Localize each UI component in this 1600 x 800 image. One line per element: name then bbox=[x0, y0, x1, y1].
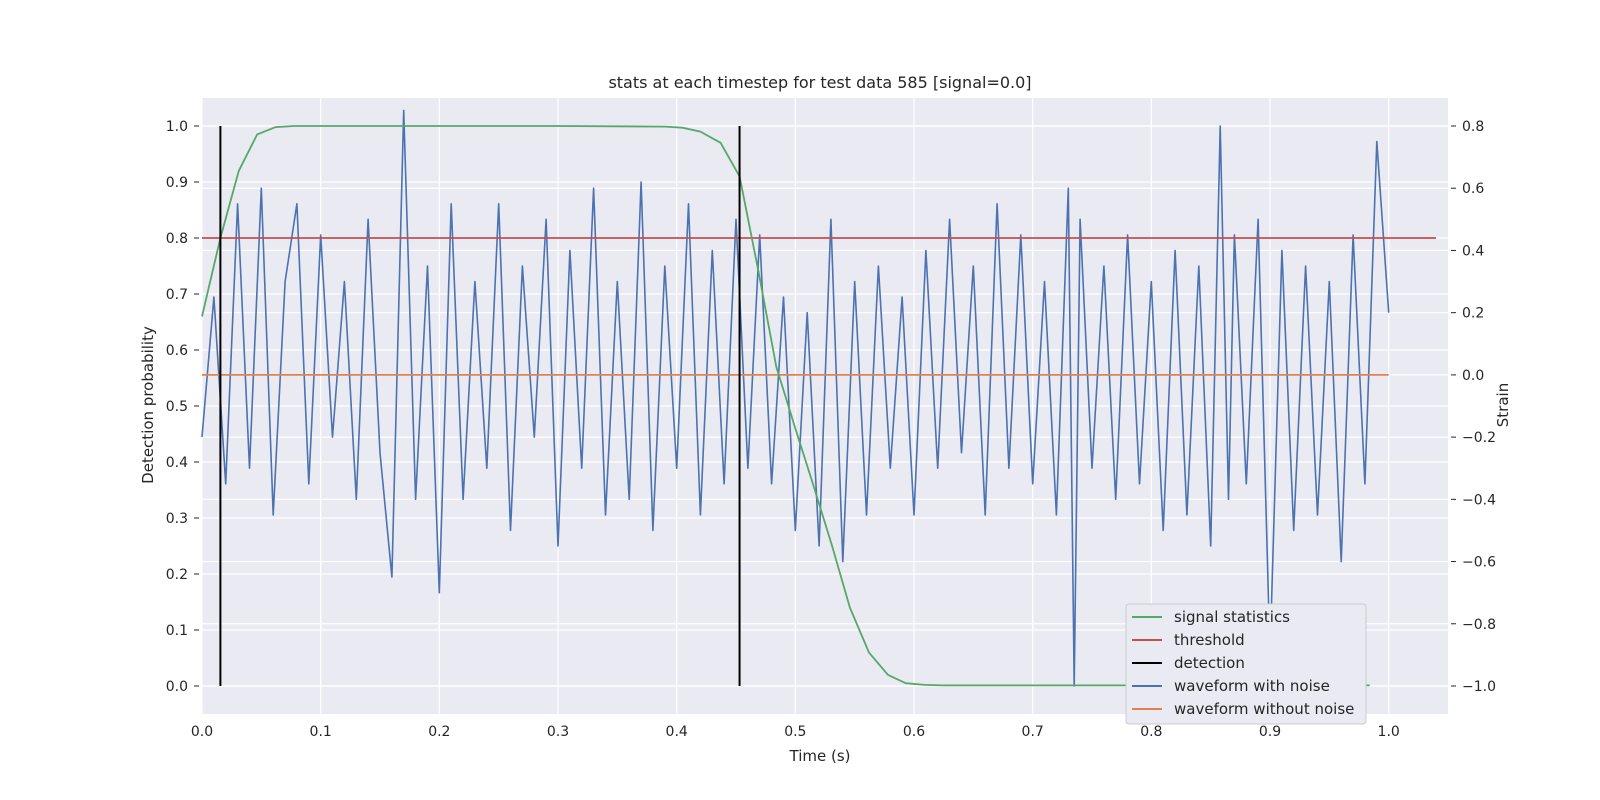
x-tick-label: 1.0 bbox=[1378, 724, 1400, 740]
legend-label-detection: detection bbox=[1174, 654, 1245, 672]
x-tick-label: 0.9 bbox=[1259, 724, 1281, 740]
y-axis-label: Detection probability bbox=[139, 326, 157, 484]
series-layer bbox=[201, 109, 1437, 687]
y-tick-label: 0.8 bbox=[166, 231, 188, 247]
y-tick-label: 0.3 bbox=[166, 511, 188, 527]
y-tick-label: 1.0 bbox=[166, 119, 188, 135]
legend-label-signal-statistics: signal statistics bbox=[1174, 608, 1290, 626]
x-tick-label: 0.8 bbox=[1140, 724, 1162, 740]
axes: 0.0 0.1 0.2 0.3 0.4 0.5 0.6 0.7 0.8 0.9 1.0 0.0 0.1 0… bbox=[166, 119, 1496, 740]
legend: signal statistics threshold detection wa… bbox=[1125, 603, 1367, 725]
y-tick-label: 0.5 bbox=[166, 399, 188, 415]
x-tick-label: 0.6 bbox=[903, 724, 925, 740]
legend-box bbox=[1125, 603, 1367, 725]
x-tick-label: 0.3 bbox=[547, 724, 569, 740]
x-axis-label: Time (s) bbox=[789, 747, 851, 765]
y2-tick-label: 0.8 bbox=[1462, 119, 1484, 135]
x-tick-label: 0.7 bbox=[1022, 724, 1044, 740]
y2-tick-label: 0.6 bbox=[1462, 181, 1484, 197]
legend-label-waveform-without-noise: waveform without noise bbox=[1174, 700, 1354, 718]
y2-tick-label: 0.4 bbox=[1462, 243, 1484, 259]
y-tick-label: 0.1 bbox=[166, 623, 188, 639]
y2-tick-label: −0.2 bbox=[1462, 430, 1496, 446]
y-tick-label: 0.2 bbox=[166, 567, 188, 583]
series-waveform-with-noise bbox=[201, 109, 1390, 687]
series-signal-statistics bbox=[201, 125, 1370, 687]
y2-tick-label: −0.6 bbox=[1462, 555, 1496, 571]
x-tick-label: 0.1 bbox=[310, 724, 332, 740]
x-tick-label: 0.4 bbox=[666, 724, 688, 740]
x-tick-label: 0.5 bbox=[784, 724, 806, 740]
y-tick-label: 0.4 bbox=[166, 455, 188, 471]
x-tick-label: 0.2 bbox=[428, 724, 450, 740]
legend-label-threshold: threshold bbox=[1174, 631, 1245, 649]
y2-tick-label: 0.2 bbox=[1462, 306, 1484, 322]
y-tick-label: 0.6 bbox=[166, 343, 188, 359]
y2-tick-label: −0.4 bbox=[1462, 492, 1496, 508]
x-tick-label: 0.0 bbox=[191, 724, 213, 740]
y2-axis-label: Strain bbox=[1494, 383, 1512, 427]
chart-title: stats at each timestep for test data 585… bbox=[608, 73, 1031, 92]
y-tick-label: 0.9 bbox=[166, 175, 188, 191]
y-tick-label: 0.7 bbox=[166, 287, 188, 303]
y2-tick-label: 0.0 bbox=[1462, 368, 1484, 384]
legend-label-waveform-with-noise: waveform with noise bbox=[1174, 677, 1330, 695]
y2-tick-label: −1.0 bbox=[1462, 679, 1496, 695]
y2-tick-label: −0.8 bbox=[1462, 617, 1496, 633]
y-tick-label: 0.0 bbox=[166, 679, 188, 695]
